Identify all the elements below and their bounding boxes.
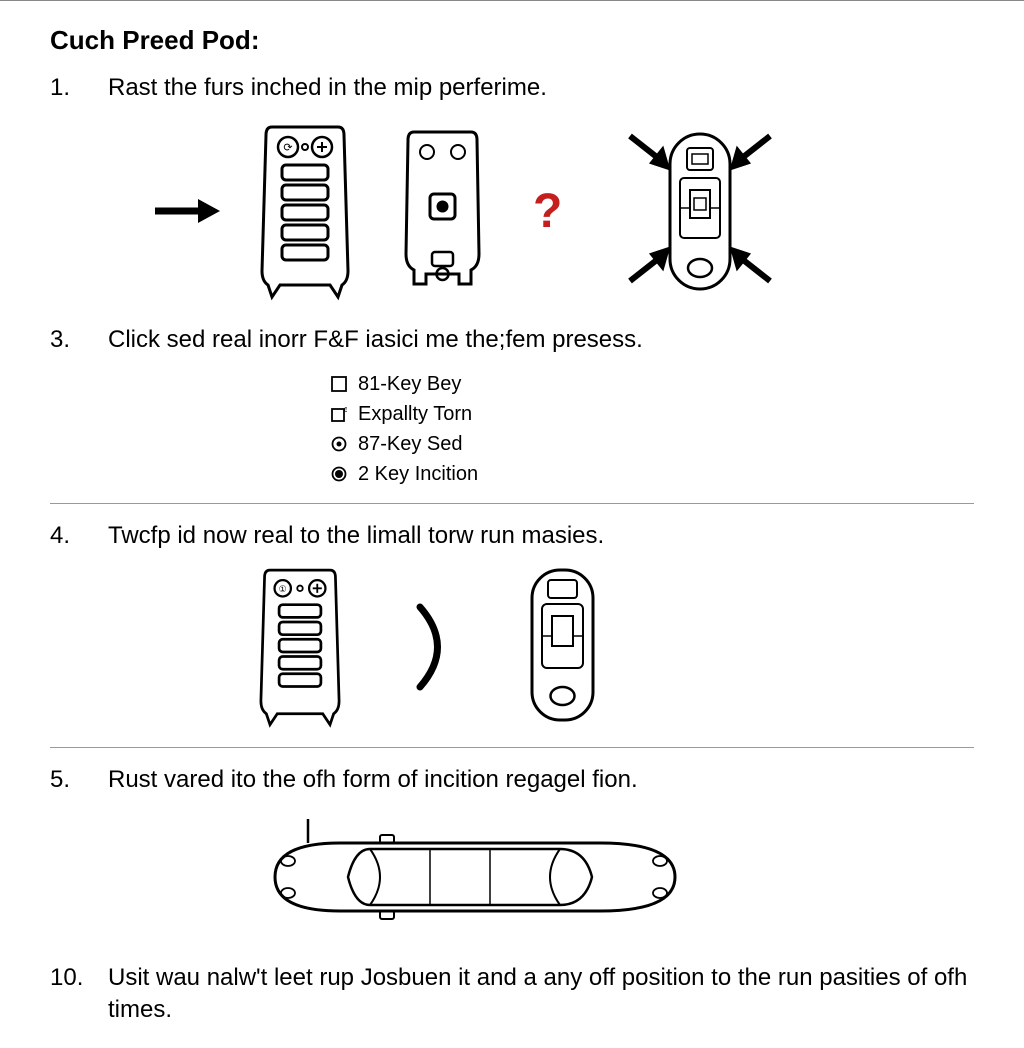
step-5-num: 5. xyxy=(50,764,108,796)
step-3-num: 3. xyxy=(50,324,108,356)
option-3-label: 87-Key Sed xyxy=(358,429,463,459)
curve-arrow-icon xyxy=(400,592,470,702)
diagram-step4: ① xyxy=(250,564,974,729)
step-10: 10. Usit wau nalw't leet rup Josbuen it … xyxy=(50,962,974,1027)
remote-oval-arrows-icon xyxy=(600,116,800,306)
document-page: Cuch Preed Pod: 1. Rast the furs inched … xyxy=(0,1,1024,1048)
car-topview-icon xyxy=(230,809,974,944)
page-title: Cuch Preed Pod: xyxy=(50,25,974,56)
diagram-step1: ⟳ ? xyxy=(150,116,974,306)
step-5-text: Rust vared ito the ofh form of incition … xyxy=(108,764,974,796)
step-5: 5. Rust vared ito the ofh form of inciti… xyxy=(50,764,974,796)
circle-dot-icon xyxy=(330,435,348,453)
option-2-label: Expallty Torn xyxy=(358,399,472,429)
option-2: 6 Expallty Torn xyxy=(330,399,974,429)
divider-1 xyxy=(50,503,974,504)
option-4: 2 Key Incition xyxy=(330,459,974,489)
step-10-num: 10. xyxy=(50,962,108,994)
step-1: 1. Rast the furs inched in the mip perfe… xyxy=(50,72,974,104)
option-1: 81-Key Bey xyxy=(330,369,974,399)
option-list: 81-Key Bey 6 Expallty Torn 87-Key Sed 2 … xyxy=(330,369,974,489)
square-sup-icon: 6 xyxy=(330,405,348,423)
svg-text:⟳: ⟳ xyxy=(283,142,292,154)
svg-text:①: ① xyxy=(279,584,287,594)
step-1-text: Rast the furs inched in the mip perferim… xyxy=(108,72,974,104)
option-1-label: 81-Key Bey xyxy=(358,369,461,399)
divider-2 xyxy=(50,747,974,748)
svg-text:6: 6 xyxy=(344,407,347,414)
circle-filled-icon xyxy=(330,465,348,483)
option-3: 87-Key Sed xyxy=(330,429,974,459)
step-4: 4. Twcfp id now real to the limall torw … xyxy=(50,520,974,552)
step-4-text: Twcfp id now real to the limall torw run… xyxy=(108,520,974,552)
step-4-num: 4. xyxy=(50,520,108,552)
remote-oval2-icon xyxy=(520,564,605,729)
step-1-num: 1. xyxy=(50,72,108,104)
question-mark-icon: ? xyxy=(533,184,562,239)
arrow-right-icon xyxy=(150,191,220,231)
remote-back-icon xyxy=(390,124,495,299)
step-3: 3. Click sed real inorr F&F iasici me th… xyxy=(50,324,974,356)
step-3-text: Click sed real inorr F&F iasici me the;f… xyxy=(108,324,974,356)
remote-front2-icon: ① xyxy=(250,564,350,729)
step-10-text: Usit wau nalw't leet rup Josbuen it and … xyxy=(108,962,974,1027)
remote-front-icon: ⟳ xyxy=(250,121,360,301)
option-4-label: 2 Key Incition xyxy=(358,459,478,489)
square-icon xyxy=(330,375,348,393)
